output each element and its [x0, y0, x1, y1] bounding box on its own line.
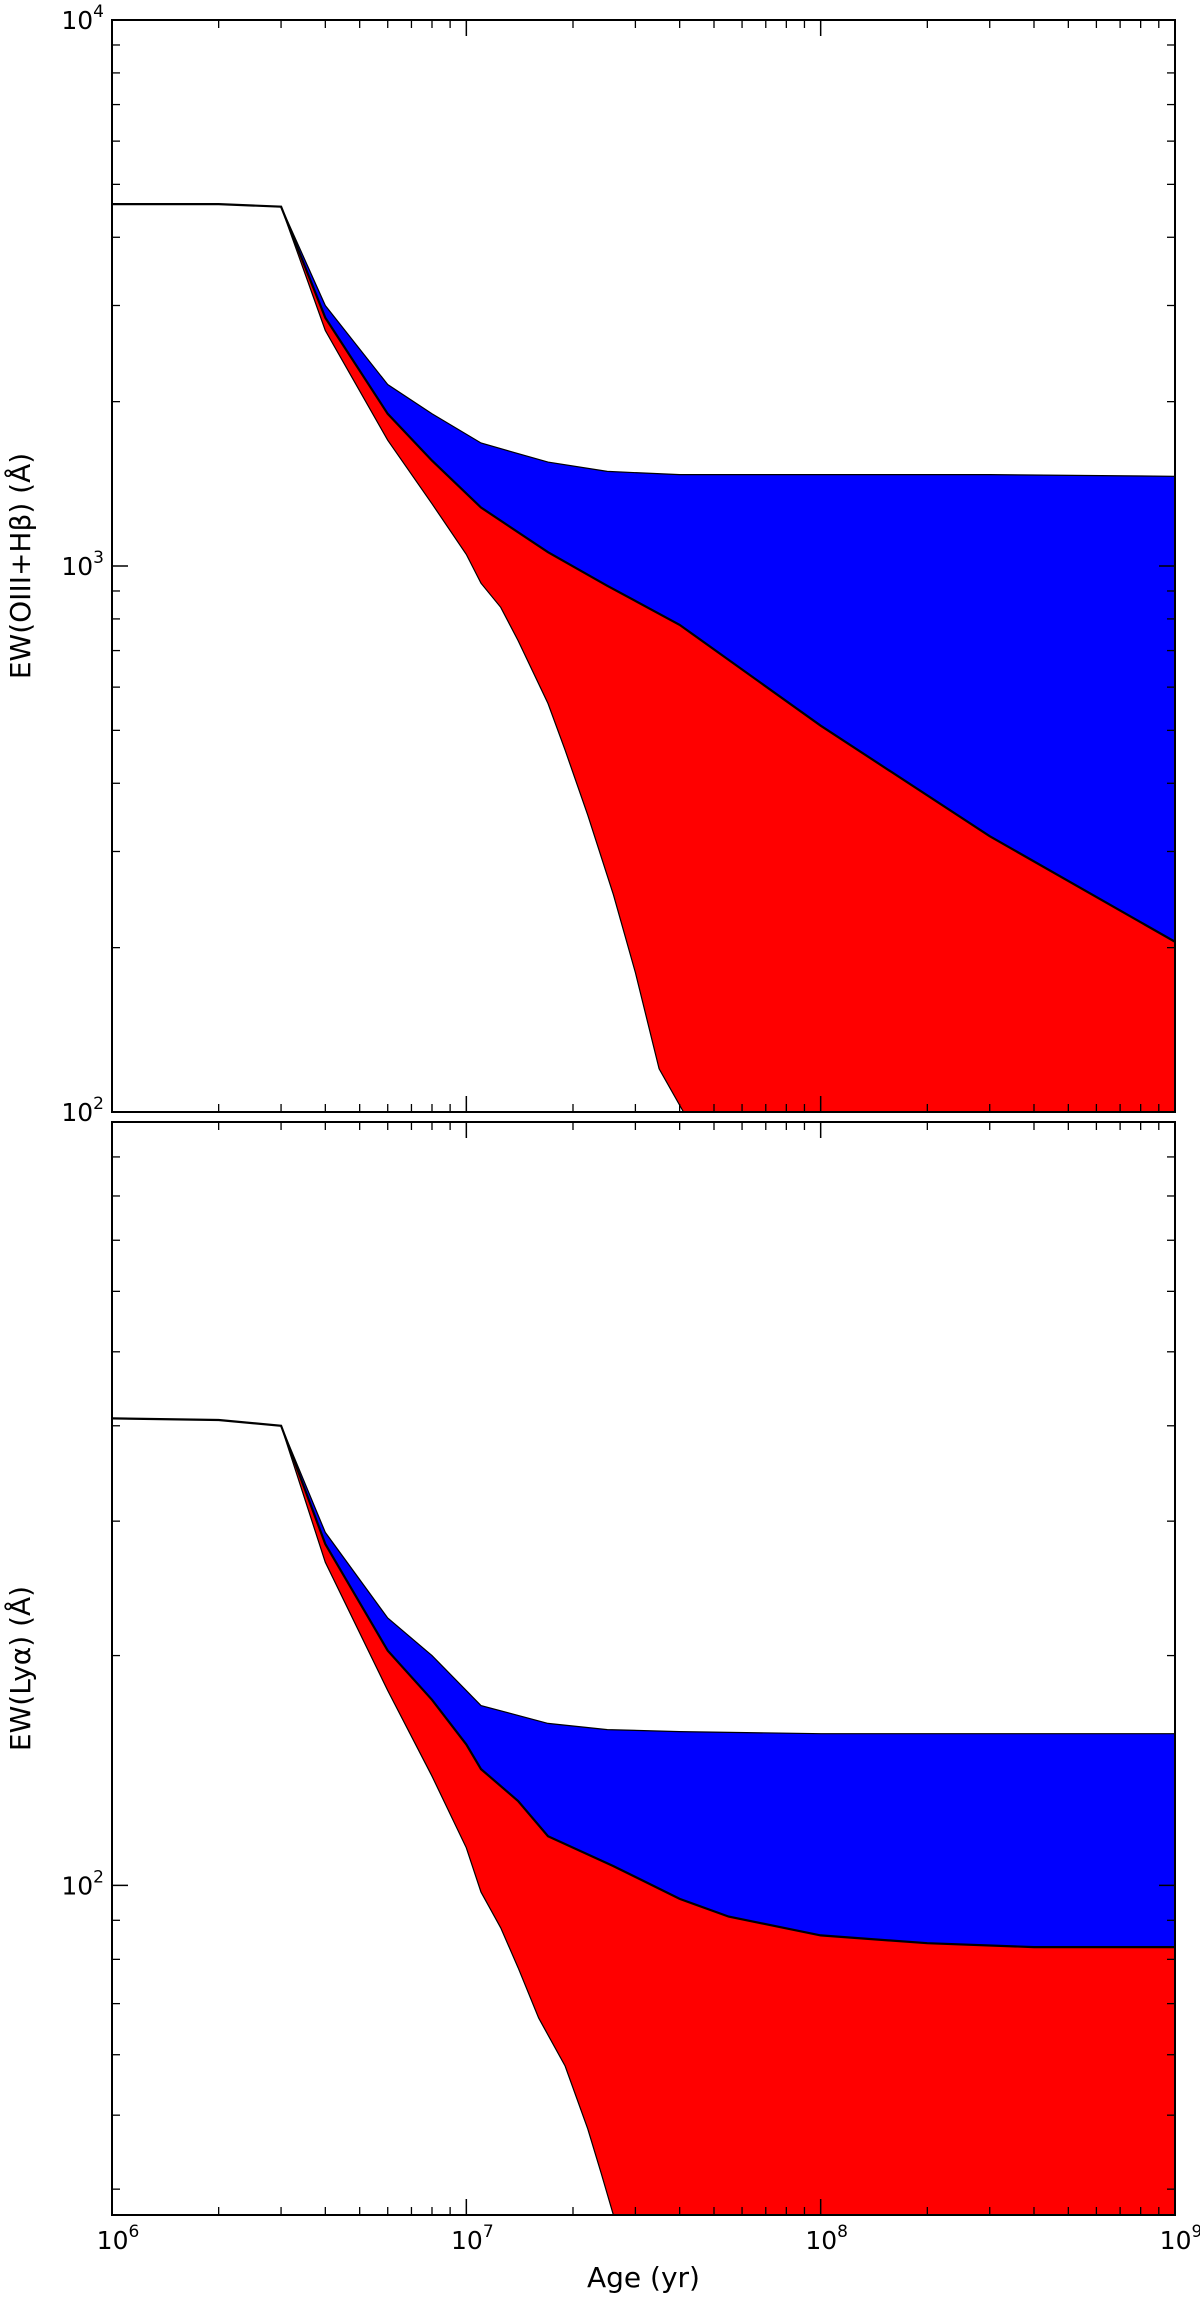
lower-band-area [112, 204, 1175, 1112]
panel-lyalpha: 102 106 107 108 109 EW(Lyα) (Å) Age (yr) [3, 1121, 1200, 2294]
lower-band-edge [112, 1417, 1175, 2215]
x-tick-label: 109 [1160, 2222, 1200, 2255]
x-tick-label: 107 [451, 2222, 494, 2255]
y-tick-label: 102 [61, 1094, 104, 1127]
tick-marks [111, 1122, 1176, 2215]
upper-band-area [112, 204, 1175, 942]
x-tick-label: 106 [97, 2222, 140, 2255]
x-tick-label: 108 [805, 2222, 848, 2255]
axes-frame [111, 1121, 1176, 2216]
panel-oiii-hbeta: 102 103 104 EW(OIII+Hβ) (Å) [3, 2, 1176, 1127]
upper-band-area [112, 1418, 1175, 1948]
y-axis-label: EW(Lyα) (Å) [3, 1586, 37, 1751]
y-tick-label: 102 [61, 1867, 104, 1900]
central-line [112, 203, 1175, 943]
y-tick-label: 103 [61, 548, 104, 581]
tick-marks [111, 19, 1176, 1113]
x-axis-label: Age (yr) [587, 2261, 700, 2294]
y-tick-label: 104 [61, 2, 104, 35]
lower-band-edge [112, 203, 1175, 1112]
lower-band-area [112, 1418, 1175, 2215]
upper-band-edge [112, 203, 1175, 477]
central-line [112, 1417, 1175, 1949]
upper-band-edge [112, 1417, 1175, 1735]
y-axis-label: EW(OIII+Hβ) (Å) [3, 453, 37, 679]
